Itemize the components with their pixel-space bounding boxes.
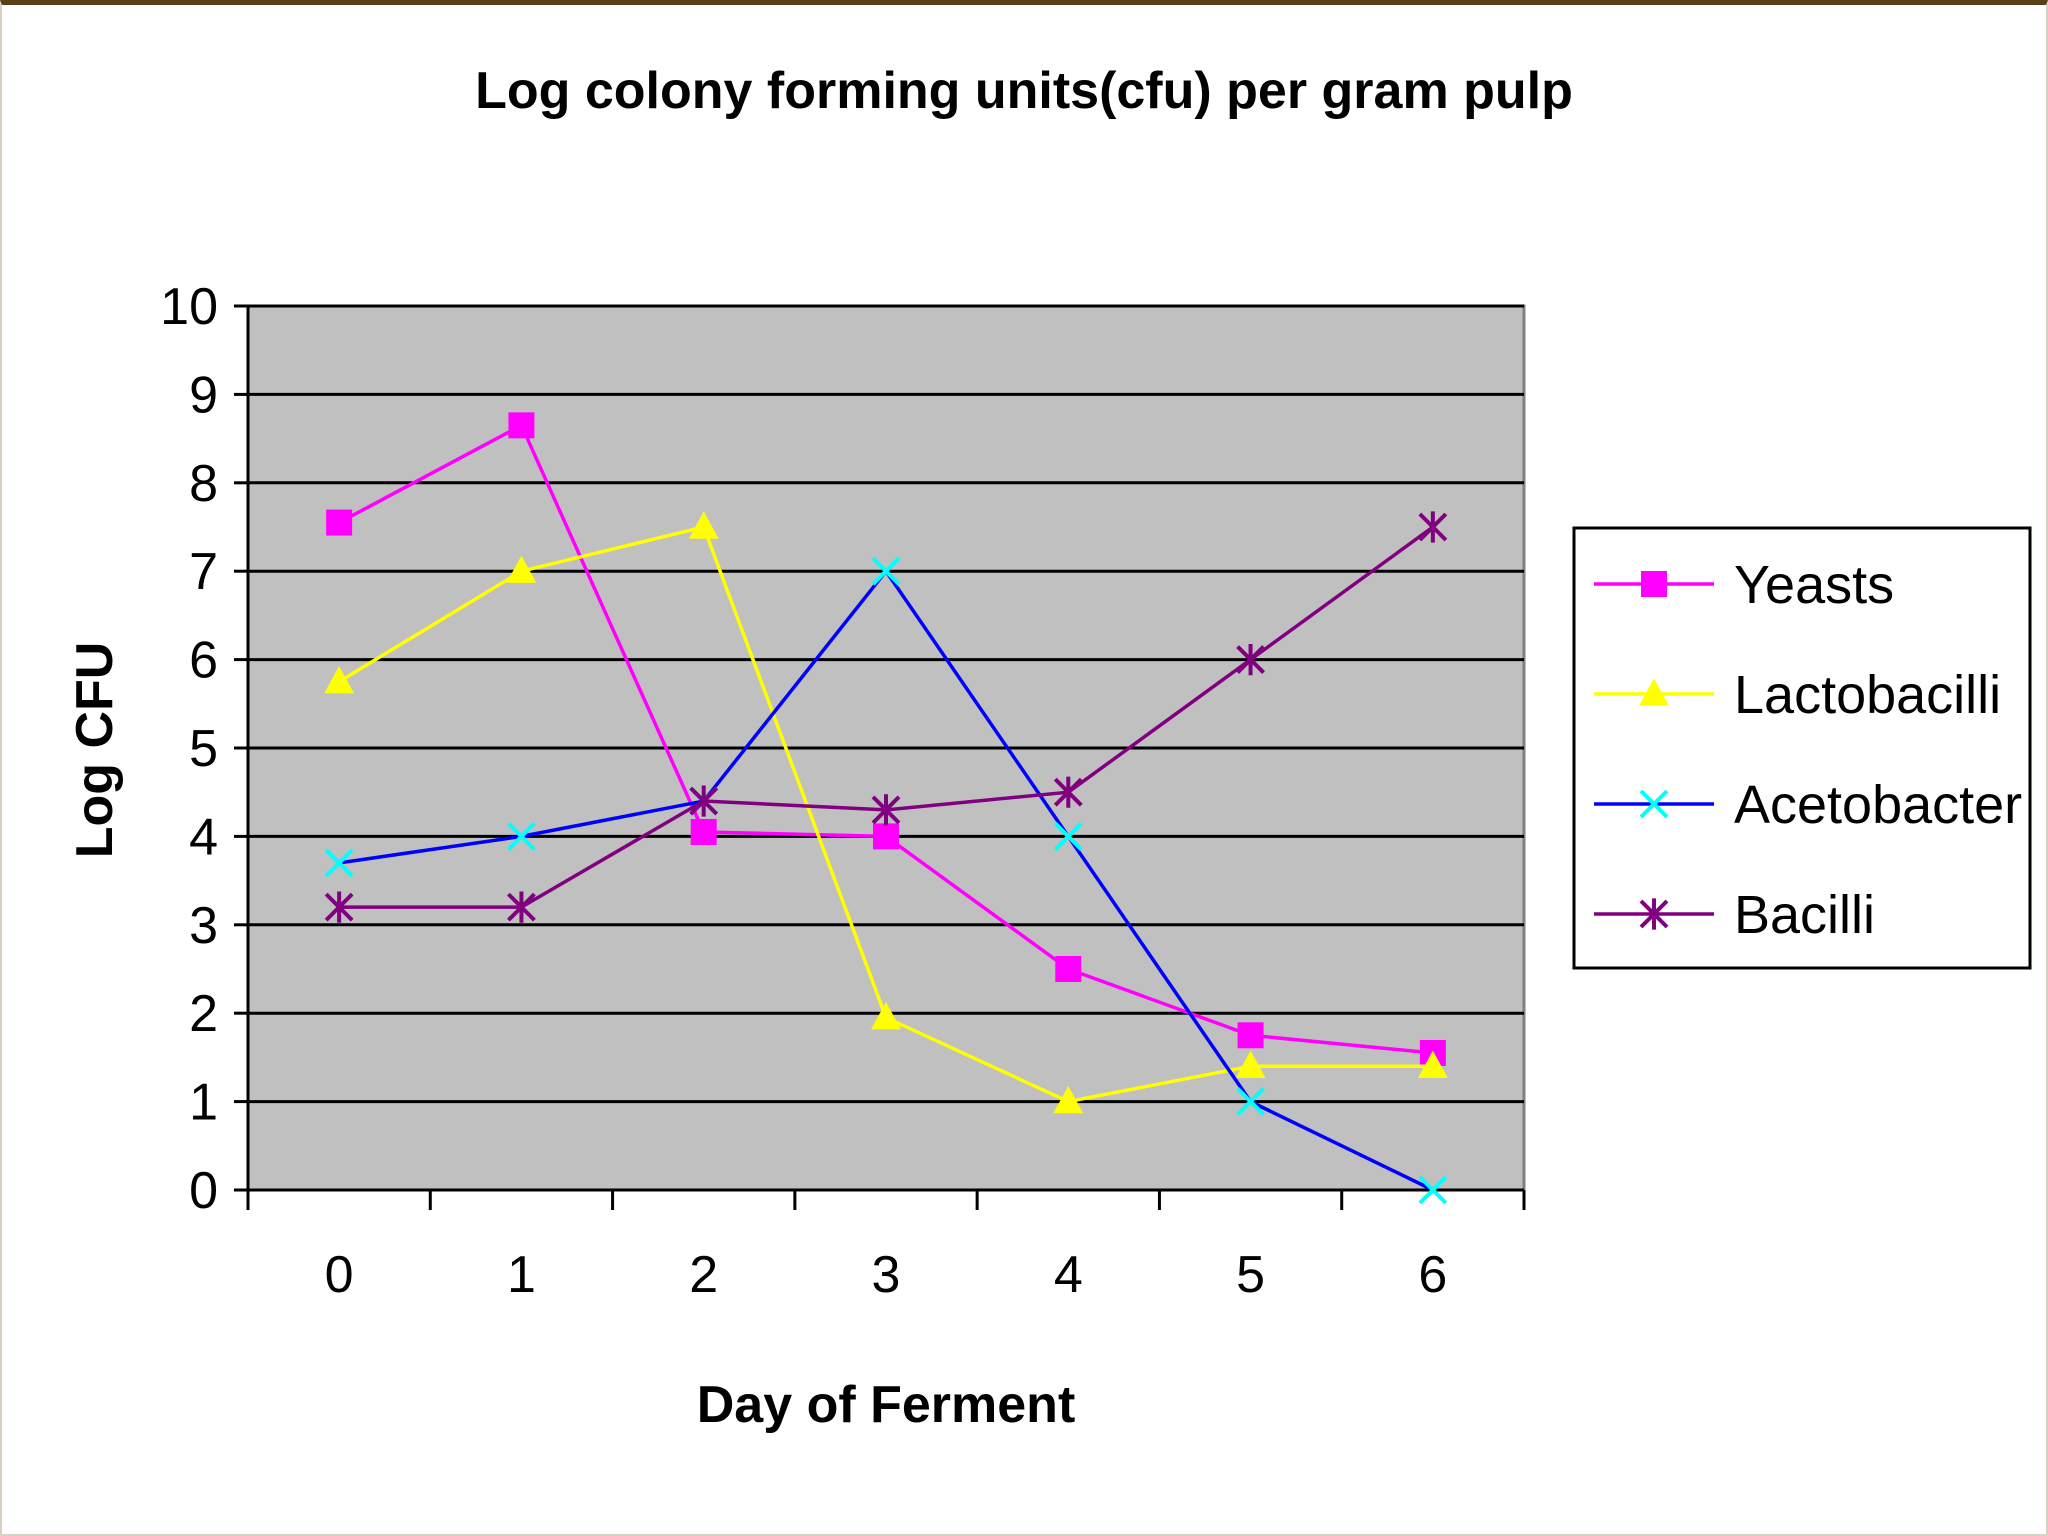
legend-item-bacilli: Bacilli xyxy=(1594,885,1875,945)
data-point xyxy=(1053,821,1083,851)
legend-label: Bacilli xyxy=(1734,885,1875,945)
x-tick-label: 5 xyxy=(1236,1246,1265,1304)
data-point xyxy=(324,891,354,923)
y-tick-label: 8 xyxy=(189,455,218,513)
x-tick-label: 3 xyxy=(872,1246,901,1304)
y-tick-label: 7 xyxy=(189,543,218,601)
data-point xyxy=(1639,678,1669,706)
y-axis-label: Log CFU xyxy=(66,642,124,859)
y-tick-label: 0 xyxy=(189,1162,218,1220)
legend-label: Acetobacter xyxy=(1734,775,2022,835)
legend-box xyxy=(1572,526,2032,970)
data-point xyxy=(507,891,536,923)
series-yeasts xyxy=(326,412,1446,1066)
y-tick-label: 10 xyxy=(160,278,218,336)
data-point xyxy=(871,1002,901,1030)
y-tick-label: 3 xyxy=(189,897,218,955)
y-tick-label: 2 xyxy=(189,985,218,1043)
x-tick-label: 6 xyxy=(1418,1246,1447,1304)
legend-item-lactobacilli: Lactobacilli xyxy=(1594,665,2001,725)
series-bacilli xyxy=(324,511,1448,923)
series-lines xyxy=(324,412,1448,1205)
y-tick-label: 6 xyxy=(189,632,218,690)
legend-label: Yeasts xyxy=(1734,555,1894,615)
y-tick-label: 1 xyxy=(189,1074,218,1132)
data-point xyxy=(688,511,719,539)
data-point xyxy=(871,794,901,826)
data-point xyxy=(324,666,355,694)
x-tick-label: 2 xyxy=(689,1246,718,1304)
data-point xyxy=(1055,956,1082,982)
data-point xyxy=(1235,1050,1266,1078)
data-point xyxy=(324,848,354,878)
y-tick-labels: 0 1 2 3 4 5 6 7 8 9 10 xyxy=(160,278,218,1220)
data-point xyxy=(690,818,717,845)
data-point xyxy=(873,823,899,850)
data-point xyxy=(1418,1175,1448,1205)
data-point xyxy=(871,556,901,586)
data-point xyxy=(326,509,353,536)
x-tick-label: 4 xyxy=(1054,1246,1083,1304)
y-tick-label: 4 xyxy=(189,808,218,866)
y-tick-label: 9 xyxy=(189,366,218,424)
data-point xyxy=(1418,511,1448,543)
legend: Yeasts Lactobacilli Acetobacter Bacilli xyxy=(1572,526,2032,970)
data-point xyxy=(1236,644,1265,676)
y-tick-label: 5 xyxy=(189,720,218,778)
data-point xyxy=(1053,1086,1084,1114)
data-point xyxy=(1639,898,1669,930)
data-point xyxy=(1417,1050,1448,1078)
data-point xyxy=(508,412,535,439)
series-lactobacilli xyxy=(324,511,1448,1114)
data-point xyxy=(1237,1022,1264,1049)
legend-item-yeasts: Yeasts xyxy=(1594,555,1894,615)
data-point xyxy=(689,785,719,817)
legend-item-acetobacter: Acetobacter xyxy=(1594,775,2022,835)
x-axis-label: Day of Ferment xyxy=(697,1376,1076,1434)
gridlines xyxy=(248,304,1524,1104)
data-point xyxy=(1641,571,1667,597)
legend-label: Lactobacilli xyxy=(1734,665,2001,725)
data-point xyxy=(507,821,536,851)
axes xyxy=(234,304,1526,1210)
x-tick-label: 0 xyxy=(325,1246,354,1304)
x-tick-label: 1 xyxy=(507,1246,536,1304)
chart-title: Log colony forming units(cfu) per gram p… xyxy=(475,62,1573,120)
data-point xyxy=(1053,776,1083,808)
data-point xyxy=(506,555,537,583)
data-point xyxy=(1639,789,1669,819)
x-tick-labels: 0 1 2 3 4 5 6 xyxy=(325,1246,1448,1304)
data-point xyxy=(1236,1087,1265,1117)
